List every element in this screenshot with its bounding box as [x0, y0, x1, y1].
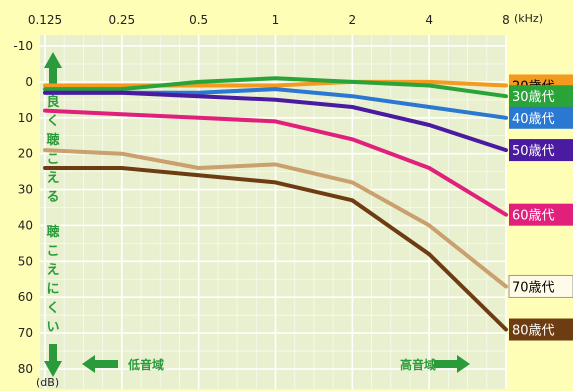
- series-line: [43, 166, 508, 332]
- down-arrow-icon: [44, 344, 62, 377]
- low-freq-label: 低音域: [127, 357, 164, 372]
- series-line: [43, 108, 508, 217]
- series-label: 50歳代: [512, 144, 555, 159]
- y-tick-label: 20: [18, 147, 33, 161]
- worse-hearing-label: 聴: [46, 224, 59, 240]
- y-tick-label: 50: [18, 254, 33, 268]
- right-arrow-icon: [434, 355, 470, 373]
- x-tick-label: 0.5: [189, 13, 208, 27]
- series-label-box: [509, 139, 573, 162]
- series-label-box: [509, 203, 573, 226]
- worse-hearing-label: い: [46, 320, 59, 335]
- y-tick-label: 60: [18, 290, 33, 304]
- high-freq-label: 高音域: [400, 357, 436, 372]
- series-line: [43, 79, 508, 88]
- worse-hearing-label: に: [46, 282, 59, 297]
- x-tick-label: 0.25: [108, 13, 135, 27]
- series-line: [43, 148, 508, 289]
- better-hearing-label: こ: [46, 152, 59, 167]
- better-hearing-label: る: [46, 190, 59, 205]
- series-label-box: [509, 106, 573, 129]
- worse-hearing-label: く: [46, 301, 59, 316]
- x-tick-label: 0.125: [28, 13, 62, 27]
- y-tick-label: 70: [18, 326, 33, 340]
- series-label-box: [508, 274, 573, 298]
- y-tick-label: 80: [18, 362, 33, 376]
- series-line: [43, 90, 508, 153]
- worse-hearing-label: え: [46, 263, 59, 278]
- series-label: 60歳代: [512, 209, 555, 224]
- series-label-box: [509, 318, 573, 341]
- y-tick-label: 10: [18, 111, 33, 125]
- x-tick-label: 8: [502, 13, 510, 27]
- better-hearing-label: 良: [46, 94, 59, 110]
- better-hearing-label: 聴: [46, 132, 59, 148]
- x-unit-label: (kHz): [514, 12, 543, 25]
- y-tick-label: 30: [18, 183, 33, 197]
- x-tick-label: 4: [425, 13, 433, 27]
- series-label: 30歳代: [512, 90, 555, 105]
- y-tick-label: -10: [13, 39, 33, 53]
- y-tick-label: 0: [25, 75, 33, 89]
- series-line: [43, 76, 508, 99]
- x-tick-label: 1: [272, 13, 280, 27]
- series-label: 80歳代: [512, 324, 555, 339]
- better-hearing-label: え: [46, 171, 59, 186]
- y-tick-label: 40: [18, 218, 33, 232]
- worse-hearing-label: こ: [46, 244, 59, 259]
- better-hearing-label: く: [46, 114, 59, 129]
- left-arrow-icon: [82, 355, 118, 373]
- x-tick-label: 2: [349, 13, 357, 27]
- series-label-box: [509, 85, 573, 108]
- series-label: 40歳代: [512, 112, 555, 127]
- series-label: 70歳代: [512, 280, 555, 295]
- y-unit-label: (dB): [36, 376, 59, 389]
- up-arrow-icon: [44, 52, 62, 86]
